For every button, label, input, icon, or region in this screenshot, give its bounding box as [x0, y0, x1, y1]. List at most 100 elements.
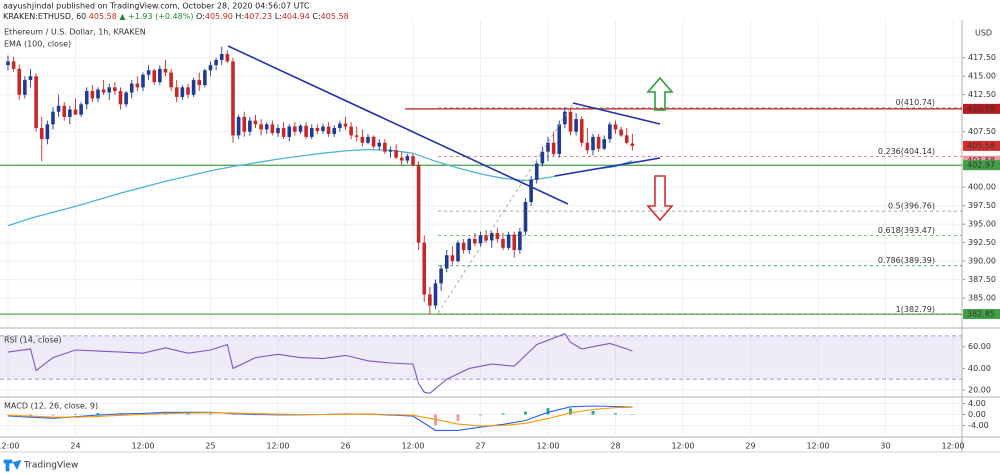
candle-body — [45, 124, 50, 140]
histogram-bar — [96, 413, 100, 415]
candle-body — [17, 68, 22, 95]
x-tick-label: 12:00 — [266, 442, 289, 451]
candle-body — [174, 87, 179, 97]
histogram-bar — [208, 413, 212, 415]
candle-body — [203, 70, 207, 86]
price-box — [963, 103, 1000, 114]
ohlc-o-value: 405.90 — [205, 12, 233, 21]
candle-body — [439, 268, 443, 284]
candle-body — [219, 54, 224, 60]
ohlc-h: H: — [235, 12, 244, 21]
candle-body — [152, 70, 157, 83]
candle-body — [473, 238, 477, 244]
candle-body — [315, 128, 320, 131]
candle-body — [349, 126, 353, 136]
y-tick-label: 0.00 — [968, 410, 986, 419]
ohlc-o: O: — [196, 12, 205, 21]
candle-body — [354, 135, 359, 137]
candle-body — [411, 156, 415, 165]
candle-body — [428, 294, 432, 306]
fib-diagonal — [437, 104, 573, 314]
candle-body — [495, 233, 500, 239]
price-box-label: 402.97 — [967, 161, 995, 170]
candle-body — [518, 231, 522, 251]
y-tick-label: 387.50 — [968, 275, 996, 284]
candle-body — [163, 68, 168, 73]
y-tick-label: 40.00 — [968, 364, 991, 373]
candle-body — [158, 68, 162, 83]
candle-body — [338, 123, 342, 129]
x-tick-label: 12:00 — [941, 442, 964, 451]
histogram-bar — [478, 414, 482, 416]
histogram-bar — [231, 414, 235, 416]
candle-body — [39, 128, 44, 140]
candle-body — [225, 54, 230, 62]
candle-body — [208, 65, 213, 71]
candle-body — [101, 89, 106, 93]
candle-body — [579, 119, 584, 143]
candle-body — [523, 201, 528, 232]
candle-body — [118, 91, 123, 105]
candle-body — [169, 72, 173, 88]
candle-body — [11, 61, 16, 69]
x-tick-label: 12:00 — [131, 442, 154, 451]
price-box-label: 382.85 — [967, 310, 995, 319]
candle-body — [186, 87, 190, 95]
last-price: 405.58 — [89, 12, 117, 21]
publisher: aayushjindal published on TradingView.co… — [3, 2, 310, 11]
candle-body — [96, 89, 100, 99]
candle-body — [591, 136, 595, 151]
plot-layer: 12:00 24 12:00 25 12:00 26 12:00 27 12:00 28 12:00… — [0, 20, 1000, 453]
fib-label: 0.5(396.76) — [888, 202, 935, 211]
x-tick-label: 12:00 — [671, 442, 694, 451]
price-box-label: 405.58 — [967, 141, 995, 150]
candle-body — [377, 142, 382, 147]
x-tick-label: 12:00 — [401, 442, 424, 451]
ohlc-l: L: — [275, 12, 282, 21]
x-tick-label: 12:00 — [806, 442, 829, 451]
histogram-bar — [28, 414, 32, 416]
candle-body — [84, 91, 89, 105]
histogram-bar — [613, 413, 617, 415]
candle-body — [574, 119, 578, 132]
y-tick-label: 60.00 — [968, 342, 991, 351]
fib-label: 0.786(389.39) — [878, 256, 935, 265]
symbol-line: KRAKEN:ETHUSD, 60 405.58 ▲ +1.93 (+0.48%… — [3, 12, 349, 21]
candle-body — [371, 136, 376, 147]
histogram-bar — [501, 413, 505, 415]
candle-body — [135, 83, 140, 88]
candle-body — [501, 238, 505, 248]
candle-body — [433, 283, 438, 306]
down-arrow — [646, 175, 674, 222]
price-box — [963, 140, 1000, 151]
ohlc-h-value: 407.23 — [244, 12, 272, 21]
candle-body — [197, 79, 202, 86]
up-arrow — [646, 76, 674, 111]
candle-body — [124, 92, 128, 105]
fib-label: 0.618(393.47) — [878, 226, 935, 235]
price-box-label: 410.59 — [967, 104, 995, 113]
candle-body — [141, 74, 145, 88]
candle-body — [28, 76, 33, 80]
candle-body — [242, 116, 247, 132]
x-tick-label: 29 — [745, 442, 755, 451]
candle-body — [56, 105, 61, 112]
ohlc-c: C: — [312, 12, 320, 21]
y-tick-label: 407.50 — [968, 127, 996, 136]
candle-body — [534, 163, 539, 180]
footer-brand: TradingView — [23, 461, 78, 471]
candle-body — [461, 242, 466, 251]
candle-body — [79, 104, 83, 115]
candle-body — [529, 179, 533, 202]
candle-body — [596, 136, 601, 149]
histogram-bar — [568, 408, 572, 415]
y-tick-label: -4.00 — [968, 421, 989, 430]
candle-body — [281, 128, 286, 137]
y-tick-label: 400.00 — [968, 183, 996, 192]
candle-body — [540, 151, 545, 164]
candle-body — [383, 142, 387, 152]
y-tick-label: 4.00 — [968, 399, 986, 408]
candle-body — [551, 142, 556, 154]
